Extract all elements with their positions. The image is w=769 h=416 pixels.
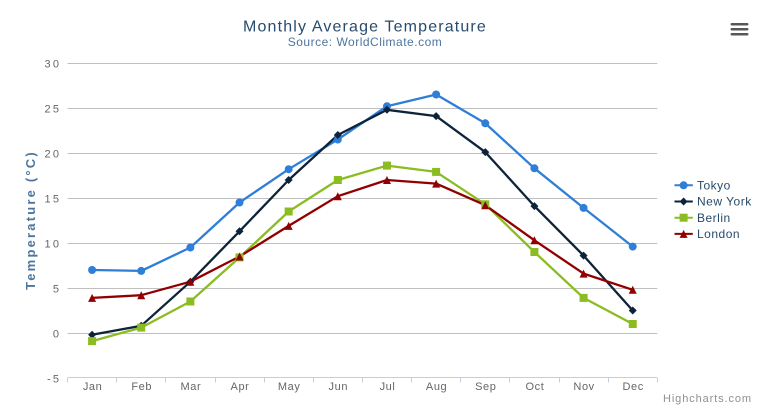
svg-text:Jun: Jun xyxy=(329,381,349,393)
svg-text:Monthly Average Temperature: Monthly Average Temperature xyxy=(243,19,487,36)
svg-text:Temperature (°C): Temperature (°C) xyxy=(23,150,38,290)
svg-text:Aug: Aug xyxy=(426,381,447,393)
svg-text:Mar: Mar xyxy=(181,381,202,393)
svg-text:May: May xyxy=(278,381,301,393)
svg-text:Tokyo: Tokyo xyxy=(697,179,731,193)
svg-text:Oct: Oct xyxy=(525,381,544,393)
svg-text:Jan: Jan xyxy=(83,381,103,393)
svg-text:London: London xyxy=(697,227,740,241)
svg-text:20: 20 xyxy=(45,149,62,161)
svg-text:Nov: Nov xyxy=(573,381,594,393)
svg-text:Jul: Jul xyxy=(380,381,396,393)
svg-text:Highcharts.com: Highcharts.com xyxy=(663,393,752,405)
svg-text:Source: WorldClimate.com: Source: WorldClimate.com xyxy=(288,35,443,49)
svg-text:Dec: Dec xyxy=(623,381,644,393)
svg-text:5: 5 xyxy=(53,284,61,296)
svg-text:30: 30 xyxy=(45,59,62,71)
svg-text:Sep: Sep xyxy=(475,381,496,393)
svg-text:0: 0 xyxy=(53,329,61,341)
svg-text:Apr: Apr xyxy=(231,381,250,393)
svg-text:15: 15 xyxy=(45,194,62,206)
svg-text:10: 10 xyxy=(45,239,62,251)
svg-text:-5: -5 xyxy=(47,374,61,386)
svg-text:25: 25 xyxy=(45,104,62,116)
svg-text:New York: New York xyxy=(697,195,752,209)
svg-text:Feb: Feb xyxy=(131,381,152,393)
svg-text:Berlin: Berlin xyxy=(697,211,731,225)
